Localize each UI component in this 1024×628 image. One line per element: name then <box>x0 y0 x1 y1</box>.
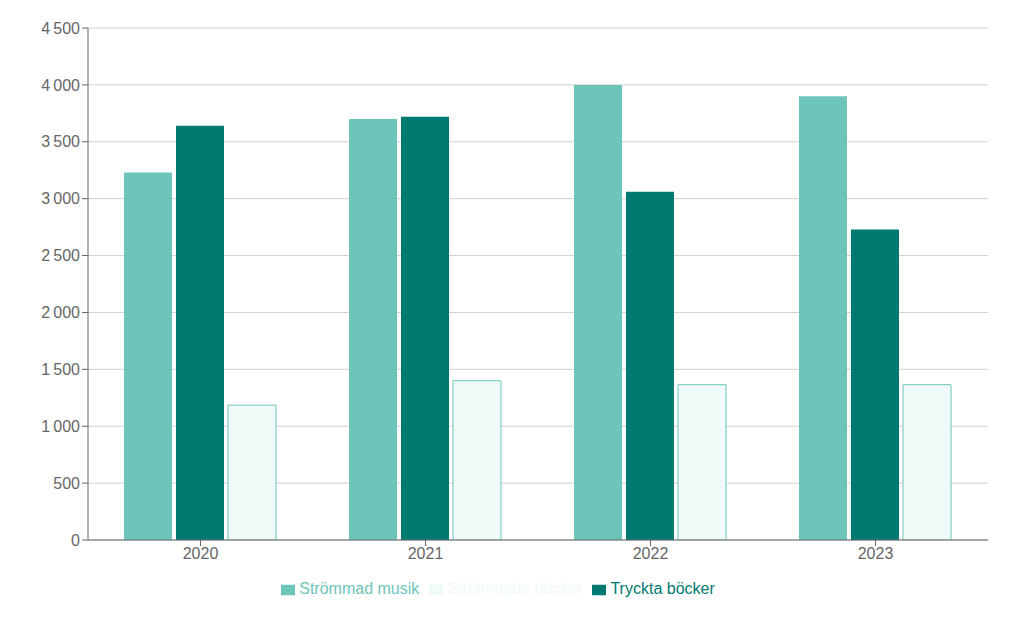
svg-text:4 500: 4 500 <box>41 20 80 37</box>
html-text:Strömmad musik: Strömmad musik <box>299 580 420 597</box>
svg-text:0: 0 <box>71 532 80 549</box>
svg-text:2 500: 2 500 <box>41 247 80 264</box>
html-text:Strömmade böcker: Strömmade böcker <box>447 580 583 597</box>
svg-text:2021: 2021 <box>408 545 444 562</box>
svg-text:2022: 2022 <box>633 545 669 562</box>
svg-text:2023: 2023 <box>858 545 894 562</box>
svg-text:3 500: 3 500 <box>41 133 80 150</box>
svg-text:500: 500 <box>53 475 80 492</box>
svg-text:1 000: 1 000 <box>41 418 80 435</box>
svg-text:1 500: 1 500 <box>41 361 80 378</box>
svg-text:3 000: 3 000 <box>41 190 80 207</box>
svg-text:2 000: 2 000 <box>41 304 80 321</box>
html-text:Tryckta böcker: Tryckta böcker <box>610 580 715 597</box>
svg-text:2020: 2020 <box>183 545 219 562</box>
svg-text:4 000: 4 000 <box>41 77 80 94</box>
